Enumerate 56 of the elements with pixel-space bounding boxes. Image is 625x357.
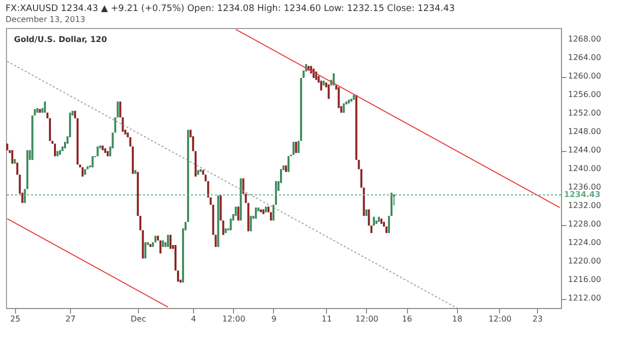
x-tick-label: 11 [322, 314, 332, 324]
candlestick [119, 101, 122, 118]
candlestick [11, 150, 14, 164]
y-tick-label: 1236.00 [568, 182, 602, 192]
candlestick [24, 188, 26, 204]
candlestick [328, 84, 330, 100]
candlestick [288, 156, 290, 172]
candlestick [166, 234, 169, 248]
x-tick-label: 12:00 [222, 314, 246, 324]
y-tick-label: 1216.00 [568, 275, 602, 284]
candlestick [338, 86, 340, 109]
y-tick-label: 1224.00 [568, 238, 602, 248]
candlestick [159, 240, 162, 254]
x-tick-label: 27 [65, 314, 76, 324]
y-tick-label: 1268.00 [568, 34, 602, 44]
annotation: Gold/U.S. Dollar, 120 [14, 35, 108, 44]
candlestick [16, 162, 18, 176]
candlestick [129, 136, 132, 147]
x-tick-label: 12:00 [488, 314, 512, 324]
candlestick [274, 180, 277, 206]
candlestick [222, 220, 224, 236]
x-tick-label: 18 [452, 314, 462, 324]
candlestick [48, 118, 51, 142]
x-tick-label: 25 [10, 314, 20, 324]
candlestick [292, 141, 295, 156]
y-tick-label: 1256.00 [568, 90, 602, 100]
y-tick-label: 1228.00 [568, 220, 602, 229]
chart-subtitle: December 13, 2013 [6, 15, 86, 24]
y-tick-label: 1260.00 [568, 72, 602, 81]
candlestick [298, 140, 300, 154]
candlestick [237, 206, 240, 222]
x-tick-label: 12:00 [355, 314, 378, 324]
y-tick-label: 1248.00 [568, 127, 602, 136]
x-tick-label: Dec [130, 314, 146, 324]
x-tick-label: 16 [402, 314, 412, 324]
ref-line-label: 1234.43 [564, 190, 600, 199]
candlestick [54, 143, 56, 157]
y-tick-label: 1252.00 [568, 108, 602, 118]
candlestick [234, 206, 237, 216]
y-tick-label: 1212.00 [568, 294, 602, 303]
y-tick-label: 1264.00 [568, 53, 602, 62]
candlestick [360, 168, 362, 188]
x-tick-label: 9 [271, 314, 276, 324]
candlestick [144, 242, 146, 259]
chart-title: FX:XAUUSD 1234.43 ▲ +9.21 (+0.75%) Open: 1234.08 High: 1234.60 Low: 1232.15 Close: 1234.43 [6, 4, 455, 14]
candlestick [244, 193, 247, 204]
candlestick [207, 180, 210, 198]
x-tick-label: 4 [191, 314, 196, 324]
candlestick [214, 234, 217, 248]
candlestick [92, 156, 94, 168]
y-tick-label: 1232.00 [568, 201, 602, 210]
y-tick-label: 1240.00 [568, 164, 602, 174]
candlestick [116, 101, 119, 118]
y-tick-label: 1220.00 [568, 256, 602, 266]
y-tick-label: 1244.00 [568, 146, 602, 155]
x-tick-label: 23 [532, 314, 543, 324]
